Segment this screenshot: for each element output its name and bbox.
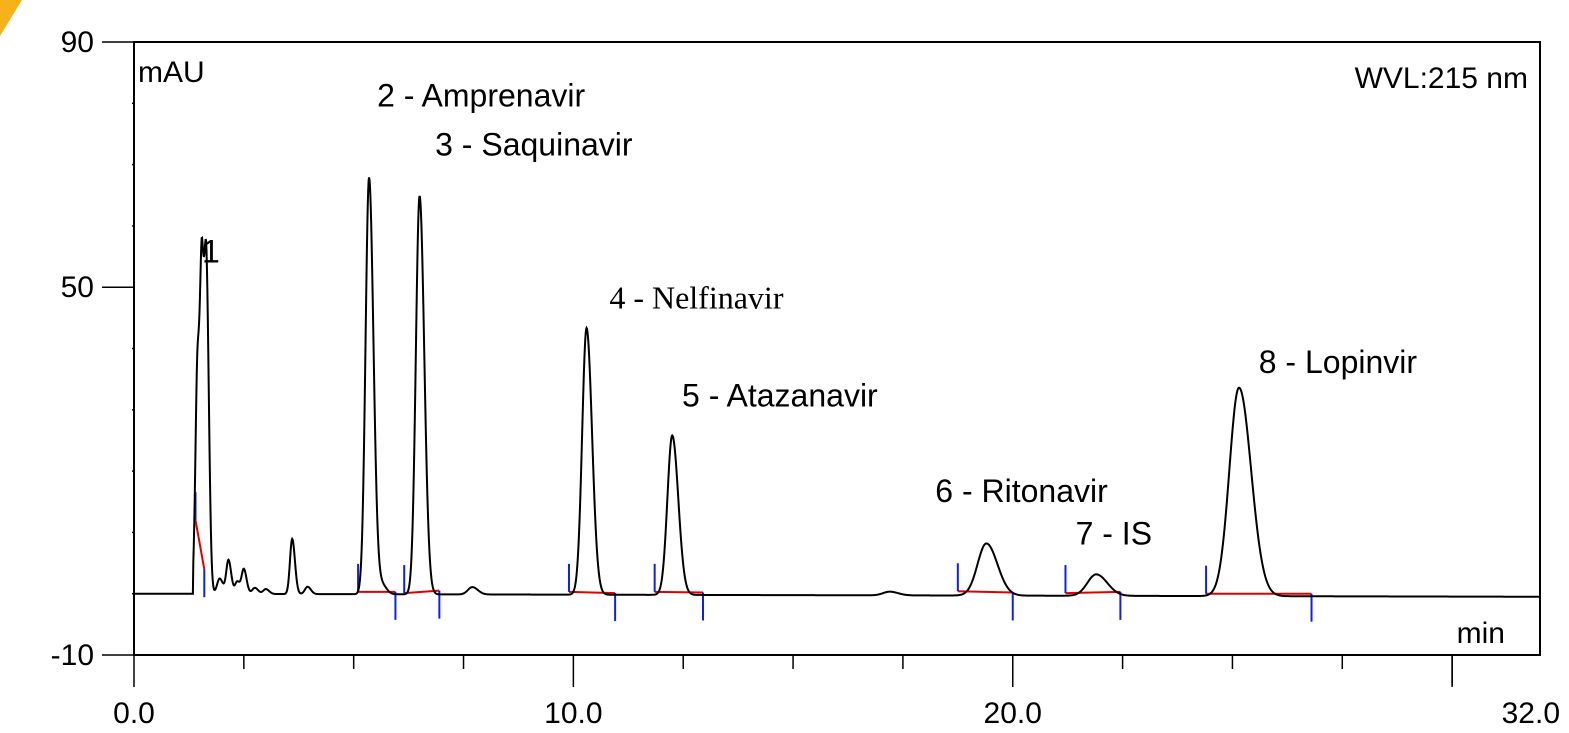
- y-tick-label: -10: [51, 639, 94, 672]
- peak-label: 6 - Ritonavir: [935, 473, 1108, 509]
- integration-markers: [194, 492, 1313, 622]
- y-unit-label: mAU: [138, 56, 205, 89]
- integration-baseline: [568, 590, 616, 595]
- peak-label: 3 - Saquinavir: [435, 126, 633, 162]
- integration-baseline: [194, 519, 206, 570]
- integration-baselines: [194, 519, 1312, 595]
- wavelength-label: WVL:215 nm: [1355, 62, 1528, 95]
- peak-label: 4 - Nelfinavir: [609, 280, 784, 316]
- corner-accent-shape: [0, 0, 22, 36]
- peak-label: 2 - Amprenavir: [377, 77, 585, 113]
- chromatogram-trace: [134, 177, 1541, 598]
- integration-baseline: [654, 590, 704, 594]
- x-axis: 0.0 10.0 20.0 32.0: [113, 655, 1560, 730]
- peak-label: 1: [202, 234, 220, 270]
- x-tick-label: 20.0: [984, 697, 1042, 730]
- integration-baseline: [1065, 590, 1121, 595]
- x-tick-label: 0.0: [113, 697, 155, 730]
- peak-label: 8 - Lopinvir: [1259, 344, 1418, 380]
- y-tick-label: 90: [61, 26, 94, 59]
- x-tick-label: 32.0: [1502, 697, 1560, 730]
- peak-label: 5 - Atazanavir: [682, 378, 878, 414]
- y-tick-label: 50: [61, 271, 94, 304]
- peak-labels: 1 2 - Amprenavir 3 - Saquinavir 4 - Nelfina…: [202, 77, 1417, 551]
- x-tick-label: 10.0: [544, 697, 602, 730]
- x-unit-label: min: [1457, 617, 1505, 650]
- peak-label: 7 - IS: [1076, 516, 1152, 552]
- y-axis: 90 50 -10: [51, 26, 134, 672]
